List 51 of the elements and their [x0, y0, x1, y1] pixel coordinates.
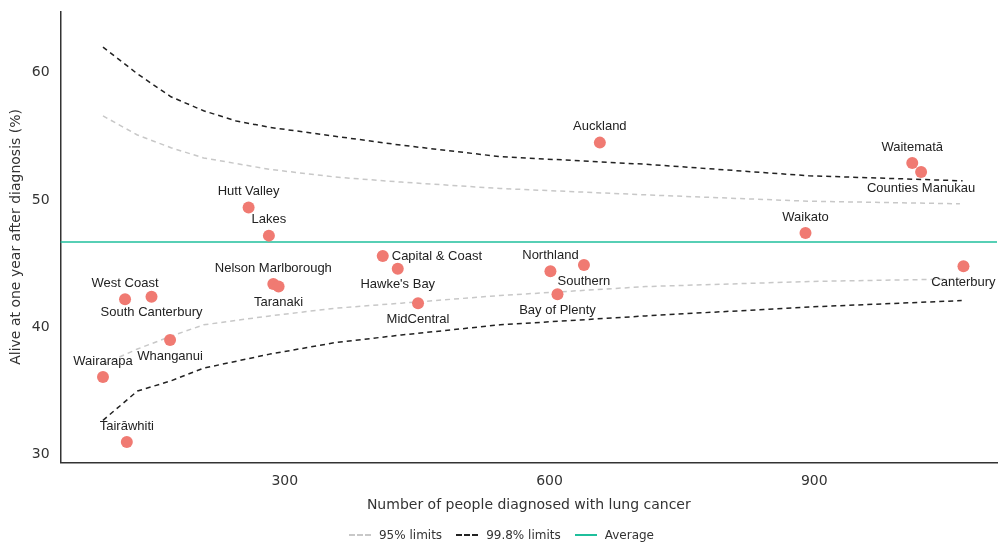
legend-label: 99.8% limits [486, 528, 561, 542]
annotation: Bay of Plenty [519, 301, 597, 317]
annotation: Wairarapa [73, 352, 134, 368]
point [391, 262, 404, 275]
point [593, 136, 606, 149]
point [120, 436, 133, 449]
y-tick-label: 60 [31, 63, 50, 80]
annotation: Lakes [251, 211, 287, 227]
x-tick-label: 300 [271, 472, 299, 489]
annotation: MidCentral [386, 310, 450, 326]
point [376, 250, 389, 263]
annotation: Northland [522, 246, 579, 262]
annotation: Taranaki [254, 294, 304, 310]
y-axis-title: Alive at one year after diagnosis (%) [7, 108, 24, 365]
annotation: Nelson Marlborough [214, 259, 332, 275]
annotation: West Coast [91, 274, 159, 290]
legend-label: 95% limits [378, 528, 443, 542]
annotation: Tairāwhiti [99, 417, 155, 433]
line-series [102, 46, 964, 182]
annotation: Hawke's Bay [360, 276, 436, 292]
x-tick-label: 900 [800, 472, 828, 489]
annotation: Waitematā [881, 138, 944, 154]
x-tick-label: 600 [536, 472, 563, 489]
point [799, 227, 812, 240]
point [915, 165, 928, 178]
point [119, 293, 132, 306]
point [96, 371, 109, 384]
annotation: Counties Manukau [866, 179, 976, 195]
point [242, 201, 255, 214]
point [957, 260, 970, 273]
point [551, 288, 564, 301]
annotation: Waikato [782, 208, 829, 224]
annotation: Southern [557, 272, 611, 288]
point [577, 258, 590, 271]
point [164, 334, 177, 347]
x-axis-title: Number of people diagnosed with lung cancer [366, 496, 691, 513]
point [412, 297, 425, 310]
y-tick-label: 30 [31, 445, 50, 462]
legend-label: Average [604, 528, 654, 542]
annotation: Whanganui [137, 347, 204, 363]
point [906, 157, 919, 170]
annotation: Hutt Valley [217, 183, 281, 199]
annotation: Canterbury [931, 273, 997, 289]
y-tick-label: 40 [31, 318, 50, 334]
point [544, 265, 557, 278]
annotation: Auckland [573, 118, 627, 134]
point [145, 290, 158, 303]
annotation: South Canterbury [100, 304, 203, 320]
point [262, 229, 275, 242]
annotation: Capital & Coast [391, 247, 483, 263]
y-tick-label: 50 [31, 190, 50, 207]
